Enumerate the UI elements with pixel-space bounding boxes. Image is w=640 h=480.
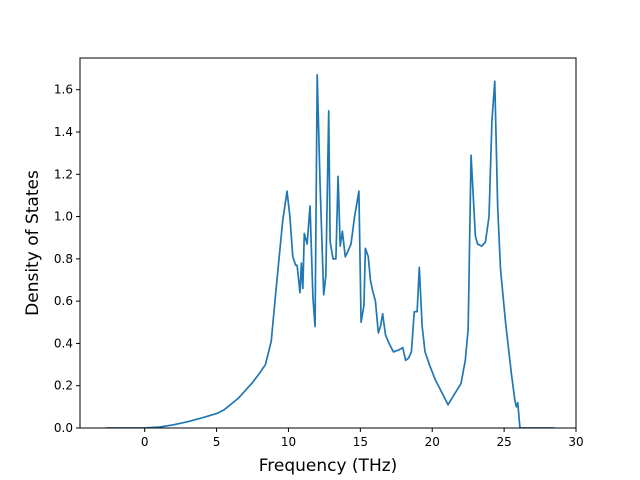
x-axis-label: Frequency (THz) [259, 456, 398, 476]
y-tick-label: 0.2 [54, 379, 73, 393]
x-tick-label: 20 [425, 435, 440, 449]
tick-marks: 0 5 10 15 20 25 30 0.0 0.2 0.4 0.6 0.8 1.0 1.2 1.4 1.6 [54, 83, 584, 449]
y-axis-label: Density of States [23, 170, 43, 316]
x-tick-label: 15 [353, 435, 368, 449]
axes-frame [79, 57, 577, 429]
x-tick-label: 10 [281, 435, 296, 449]
plot-area [105, 74, 555, 428]
y-tick-label: 1.6 [54, 83, 73, 97]
y-tick-label: 1.4 [54, 125, 73, 139]
x-tick-label: 30 [568, 435, 583, 449]
x-tick-label: 5 [213, 435, 221, 449]
y-tick-label: 1.0 [54, 210, 73, 224]
y-tick-label: 0.0 [54, 421, 73, 435]
y-tick-label: 0.4 [54, 336, 73, 350]
x-tick-label: 25 [496, 435, 511, 449]
y-tick-label: 0.6 [54, 294, 73, 308]
series-line-0 [105, 74, 555, 428]
y-tick-label: 1.2 [54, 167, 73, 181]
x-tick-label: 0 [141, 435, 149, 449]
y-tick-label: 0.8 [54, 252, 73, 266]
